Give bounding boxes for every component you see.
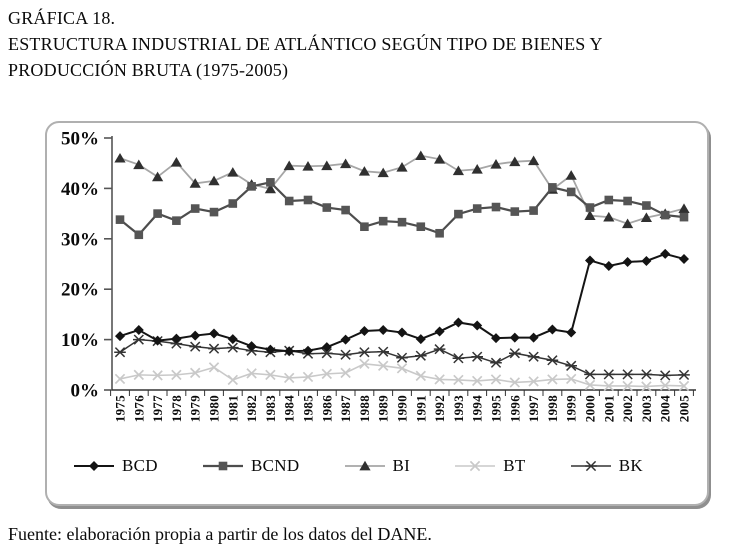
x-axis-year-label: 1975 bbox=[113, 395, 128, 422]
legend-label: BCND bbox=[250, 456, 300, 475]
legend-label: BCD bbox=[122, 456, 158, 475]
x-axis-year-label: 1995 bbox=[489, 395, 504, 422]
square-marker-icon bbox=[202, 461, 243, 471]
y-axis-tick-label: 30% bbox=[61, 229, 99, 250]
x-axis-year-label: 1979 bbox=[188, 395, 203, 422]
figure-number: GRÁFICA 18. bbox=[8, 8, 116, 28]
x-axis-year-label: 1984 bbox=[282, 395, 297, 422]
series-BK bbox=[114, 334, 690, 381]
chart-canvas: 0% 10% 20% 30% 40% 50% 1975 1976 1977 1978 1979 198… bbox=[61, 129, 696, 422]
x-axis-year-label: 1977 bbox=[150, 395, 165, 422]
x-axis-year-label: 1982 bbox=[244, 395, 259, 422]
x-axis-year-label: 1997 bbox=[526, 395, 541, 422]
x-axis-year-label: 1986 bbox=[319, 395, 334, 422]
x-axis-year-label: 2003 bbox=[639, 395, 654, 422]
x-axis-year-label: 1996 bbox=[507, 395, 522, 422]
legend-item-bi: BI bbox=[344, 456, 411, 476]
source-note: Fuente: elaboración propia a partir de l… bbox=[8, 524, 432, 544]
series-BCD bbox=[115, 248, 689, 357]
x-axis-year-label: 1988 bbox=[357, 395, 372, 422]
series-BT bbox=[114, 358, 690, 392]
legend-item-bcd: BCD bbox=[73, 456, 158, 476]
x-axis-year-label: 1992 bbox=[432, 395, 447, 422]
figure-title-line-1: ESTRUCTURA INDUSTRIAL DE ATLÁNTICO SEGÚN… bbox=[8, 34, 603, 54]
x-axis-year-label: 2002 bbox=[620, 395, 635, 422]
x-axis-year-label: 2005 bbox=[677, 395, 692, 422]
legend-item-bt: BT bbox=[454, 456, 525, 476]
x-axis-year-label: 1987 bbox=[338, 395, 353, 422]
x-axis-year-label: 2000 bbox=[583, 395, 598, 422]
x-axis-year-label: 2001 bbox=[601, 395, 616, 422]
triangle-marker-icon bbox=[344, 460, 385, 471]
y-axis-tick-label: 0% bbox=[71, 381, 100, 402]
x-axis-year-label: 1989 bbox=[376, 395, 391, 422]
legend-label: BK bbox=[618, 456, 643, 475]
y-axis-tick-label: 10% bbox=[61, 330, 99, 351]
figure-title-line-2: PRODUCCIÓN BRUTA (1975-2005) bbox=[8, 60, 289, 80]
asterisk-marker-icon bbox=[570, 460, 611, 472]
x-axis-year-label: 1985 bbox=[301, 395, 316, 422]
chart-title-block: GRÁFICA 18. ESTRUCTURA INDUSTRIAL DE ATL… bbox=[8, 5, 603, 83]
x-axis-year-label: 1983 bbox=[263, 395, 278, 422]
x-axis-year-label: 1990 bbox=[395, 395, 410, 422]
x-axis-year-label: 1981 bbox=[225, 395, 240, 422]
y-axis-tick-label: 20% bbox=[61, 280, 99, 301]
legend-label: BT bbox=[503, 456, 526, 475]
x-axis-year-label: 1976 bbox=[131, 395, 146, 422]
y-axis-tick-label: 40% bbox=[61, 179, 99, 200]
series-BI bbox=[114, 150, 690, 229]
chart-legend: BCD BCND BI BT BK bbox=[47, 456, 707, 476]
x-axis-year-label: 2004 bbox=[658, 395, 673, 422]
x-axis-year-label: 1978 bbox=[169, 395, 184, 422]
x-axis-year-label: 1991 bbox=[413, 395, 428, 422]
series-BCND bbox=[115, 178, 689, 240]
diamond-marker-icon bbox=[74, 461, 114, 471]
x-axis-year-label: 1993 bbox=[451, 395, 466, 422]
legend-label: BI bbox=[392, 456, 411, 475]
x-axis-year-label: 1980 bbox=[207, 395, 222, 422]
x-axis-year-label: 1999 bbox=[564, 395, 579, 422]
chart-frame: 0% 10% 20% 30% 40% 50% 1975 1976 1977 1978 1979 198… bbox=[45, 121, 709, 506]
x-axis-year-label: 1998 bbox=[545, 395, 560, 422]
legend-item-bk: BK bbox=[570, 456, 643, 476]
y-axis-tick-label: 50% bbox=[61, 129, 99, 150]
x-axis-year-label: 1994 bbox=[470, 395, 485, 422]
x-marker-icon bbox=[455, 460, 496, 472]
legend-item-bcnd: BCND bbox=[202, 456, 299, 476]
